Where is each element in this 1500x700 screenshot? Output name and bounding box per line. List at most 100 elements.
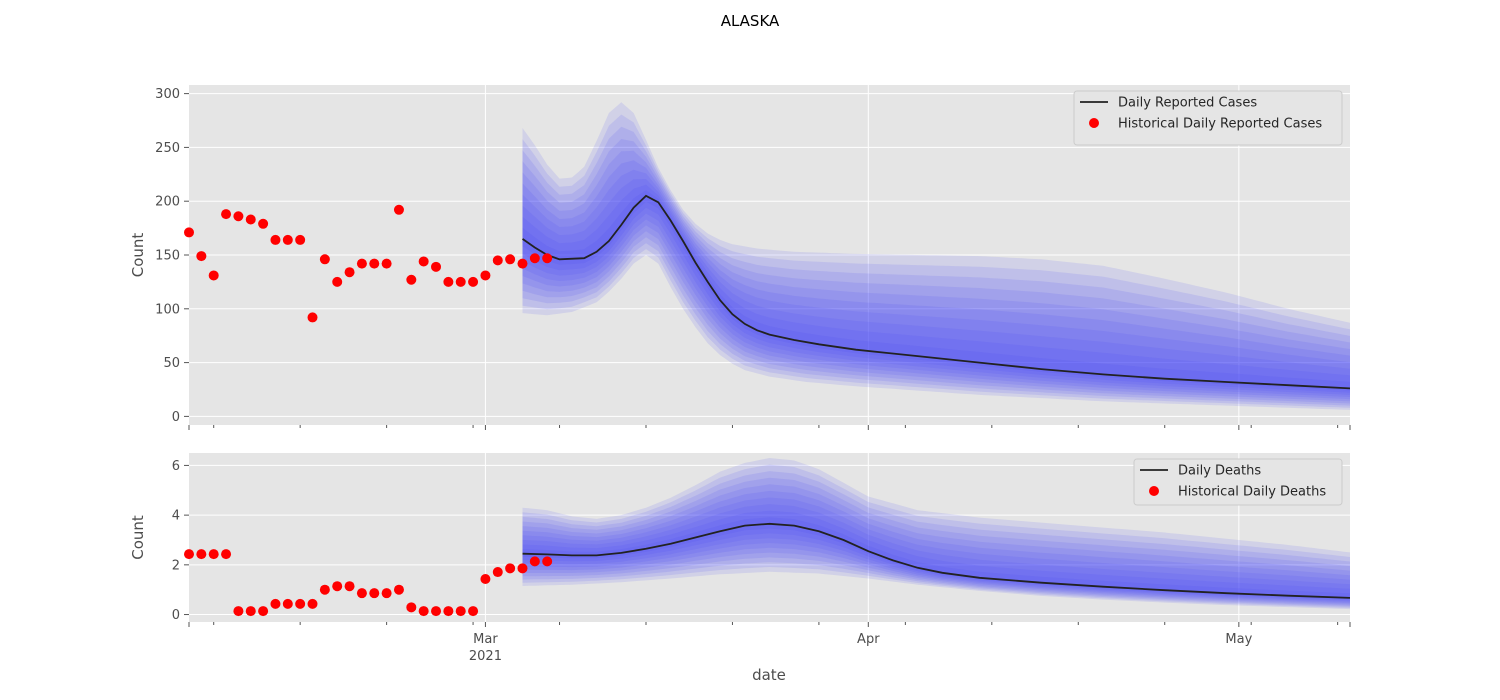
uncertainty-band-level [522,497,1350,603]
legend: Daily Reported Cases Historical Daily Rep… [1073,90,1343,146]
historical-point [406,602,417,613]
historical-point [221,209,232,220]
x-tick-label: Mar [473,632,498,647]
historical-point [418,606,429,617]
uncertainty-band-level [522,169,1350,397]
uncertainty-band-level [522,126,1350,406]
historical-point [344,267,355,278]
historical-point [418,256,429,267]
uncertainty-band-level [522,179,1350,395]
historical-point [542,556,553,567]
historical-point [319,254,330,265]
historical-point [270,598,281,609]
y-tick-label: 50 [163,356,180,371]
y-tick-label: 4 [172,509,180,524]
historical-point [369,588,380,599]
historical-point [529,556,540,567]
historical-point [480,270,491,281]
historical-point [393,204,404,215]
historical-point [529,253,540,264]
historical-point [270,234,281,245]
legend-label: Historical Daily Deaths [1178,485,1326,500]
historical-point [505,563,516,574]
historical-point [517,258,528,269]
historical-point [196,549,207,560]
historical-point [492,255,503,266]
legend-frame [1133,458,1343,506]
legend-label: Historical Daily Reported Cases [1118,117,1322,132]
historical-point [295,598,306,609]
y-tick-label: 0 [172,608,180,623]
uncertainty-band-level [522,464,1350,608]
x-tick-label: May [1225,632,1252,647]
x-axis-label: date [752,666,786,684]
historical-point [381,588,392,599]
legend-label: Daily Reported Cases [1118,96,1257,111]
historical-point [381,258,392,269]
historical-point [221,549,232,560]
historical-point [431,606,442,617]
uncertainty-band-level [522,190,1350,391]
historical-point [517,563,528,574]
forecast-line [521,194,1350,390]
historical-point [332,276,343,287]
historical-point [344,581,355,592]
uncertainty-band-level [522,517,1350,599]
uncertainty-band-level [522,139,1350,404]
forecast-line [522,522,1350,599]
historical-point [356,258,367,269]
uncertainty-band-level [522,150,1350,402]
uncertainty-band-level [522,484,1350,605]
historical-point [184,227,194,238]
cases-panel: 0 50 100 150 200 250 300 Count Daily Reported Ca… [129,85,1351,430]
historical-point [468,606,479,617]
historical-point [295,234,306,245]
forecast-uncertainty-band [522,458,1350,610]
historical-point [184,549,194,560]
historical-point [492,567,503,578]
historical-point [505,254,516,265]
historical-point [480,574,491,585]
historical-point [369,258,380,269]
uncertainty-band-level [522,184,1350,393]
historical-point [542,253,553,264]
historical-point [393,584,404,595]
historical-point [245,606,256,617]
legend-marker-swatch [1089,118,1099,128]
y-tick-label: 300 [155,87,180,102]
historical-point [196,251,207,262]
y-tick-label: 250 [155,141,180,156]
legend: Daily Deaths Historical Daily Deaths [1133,458,1343,506]
historical-point [356,588,367,599]
uncertainty-band-level [522,160,1350,400]
y-tick-label: 200 [155,195,180,210]
historical-point [307,312,318,323]
y-tick-label: 2 [172,558,180,573]
legend-frame [1073,90,1343,146]
y-axis-label: Count [129,515,147,560]
y-tick-label: 0 [172,410,180,425]
y-tick-label: 150 [155,249,180,264]
historical-point [208,549,219,560]
forecast-uncertainty-band [522,102,1350,410]
historical-point [258,218,269,229]
historical-point [208,270,219,281]
y-axis-label: Count [129,233,147,278]
uncertainty-band-level [522,458,1350,610]
historical-point [443,276,454,287]
uncertainty-band-level [522,477,1350,606]
legend-label: Daily Deaths [1178,464,1261,479]
historical-point [443,606,454,617]
y-tick-label: 100 [155,302,180,317]
historical-point [282,598,293,609]
legend-marker-swatch [1149,486,1159,496]
historical-point [431,261,442,272]
x-tick-label: Apr [857,632,880,647]
uncertainty-band-level [522,471,1350,607]
y-tick-label: 6 [172,459,180,474]
uncertainty-band-level [522,490,1350,604]
historical-point [233,606,244,617]
uncertainty-band-level [522,114,1350,408]
historical-point [455,606,466,617]
